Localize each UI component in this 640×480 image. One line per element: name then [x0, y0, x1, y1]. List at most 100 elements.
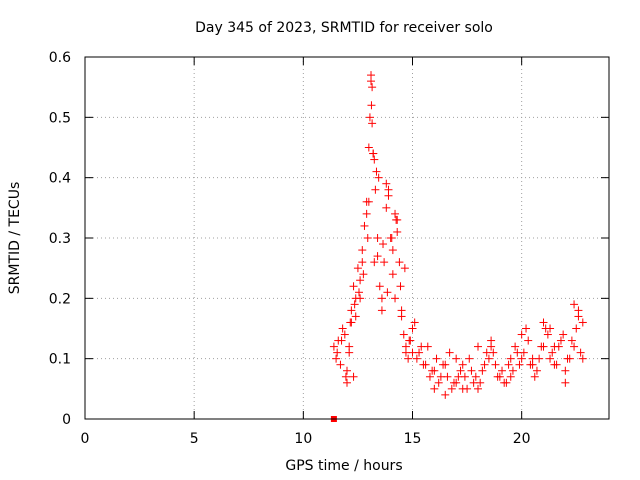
data-point: [358, 258, 367, 267]
data-point: [574, 306, 583, 315]
data-point: [511, 342, 520, 351]
data-point: [550, 342, 559, 351]
y-tick-label: 0.2: [49, 291, 71, 307]
data-point: [498, 366, 507, 375]
data-point: [436, 372, 445, 381]
data-point: [415, 348, 424, 357]
y-tick-label: 0.5: [49, 110, 71, 126]
data-point: [364, 143, 373, 152]
data-point: [474, 384, 482, 393]
data-point: [430, 384, 439, 393]
data-point: [474, 342, 482, 351]
data-point: [506, 372, 515, 381]
data-point: [578, 318, 587, 327]
data-point: [336, 360, 345, 369]
data-point: [337, 336, 346, 345]
data-point: [350, 300, 359, 309]
data-point: [349, 372, 358, 381]
y-axis-label: SRMTID / TECUs: [7, 182, 23, 295]
data-point: [550, 360, 559, 369]
chart-title: Day 345 of 2023, SRMTID for receiver sol…: [195, 20, 493, 36]
data-point: [487, 336, 496, 345]
data-point: [567, 336, 576, 345]
data-point: [371, 185, 380, 194]
data-point: [382, 203, 391, 212]
data-point: [400, 264, 409, 273]
data-point: [502, 378, 511, 387]
data-point: [359, 270, 368, 279]
data-point: [410, 318, 419, 327]
data-point: [539, 318, 548, 327]
data-point: [517, 330, 526, 339]
data-point: [391, 209, 400, 218]
data-point: [524, 336, 533, 345]
data-point: [355, 288, 364, 297]
data-point: [532, 366, 541, 375]
data-point: [358, 246, 367, 255]
data-point: [388, 270, 397, 279]
data-point: [561, 366, 570, 375]
data-point: [373, 252, 382, 261]
data-point: [351, 294, 360, 303]
data-point: [347, 318, 356, 327]
data-point: [506, 354, 515, 363]
data-point: [408, 324, 417, 333]
data-point: [370, 155, 379, 164]
x-tick-label: 15: [404, 431, 422, 447]
data-point: [343, 378, 351, 387]
data-point: [367, 101, 376, 110]
data-point: [445, 348, 454, 357]
data-point: [480, 360, 489, 369]
data-point: [484, 354, 493, 363]
data-point: [543, 330, 552, 339]
data-point: [392, 215, 401, 224]
data-point: [441, 360, 450, 369]
data-point: [401, 348, 410, 357]
data-point: [360, 221, 369, 230]
data-point: [456, 366, 465, 375]
data-point: [563, 354, 572, 363]
axis-ticks: [84, 56, 609, 420]
data-point: [379, 240, 388, 249]
data-point: [397, 312, 406, 321]
data-point: [367, 77, 376, 86]
data-point: [570, 300, 579, 309]
data-point: [476, 378, 485, 387]
data-point: [489, 348, 498, 357]
data-point: [329, 342, 338, 351]
data-point: [491, 360, 500, 369]
data-point: [471, 372, 480, 381]
data-point: [572, 324, 581, 333]
data-point: [356, 276, 365, 285]
data-point: [419, 360, 428, 369]
data-points: [329, 71, 587, 422]
data-point: [423, 342, 432, 351]
data-point: [546, 354, 555, 363]
data-point: [458, 384, 467, 393]
data-point: [561, 378, 570, 387]
data-point: [374, 173, 383, 182]
data-point: [449, 378, 458, 387]
data-point: [351, 312, 360, 321]
x-tick-label: 0: [81, 431, 90, 447]
data-point: [388, 246, 397, 255]
data-point: [340, 330, 349, 339]
data-point: [458, 360, 467, 369]
data-point: [559, 330, 568, 339]
data-point: [530, 372, 539, 381]
x-tick-label: 5: [190, 431, 199, 447]
data-point: [373, 234, 382, 242]
data-point: [349, 282, 358, 291]
data-point: [370, 258, 379, 267]
data-point: [404, 354, 413, 363]
y-tick-label: 0: [62, 412, 71, 428]
data-point: [395, 258, 404, 267]
data-point: [478, 366, 487, 375]
data-point: [343, 366, 351, 375]
data-point: [528, 360, 537, 369]
y-tick-label: 0.6: [49, 50, 71, 66]
data-point: [391, 294, 400, 303]
data-point: [353, 264, 362, 273]
data-point: [519, 348, 528, 357]
data-point: [393, 227, 402, 236]
